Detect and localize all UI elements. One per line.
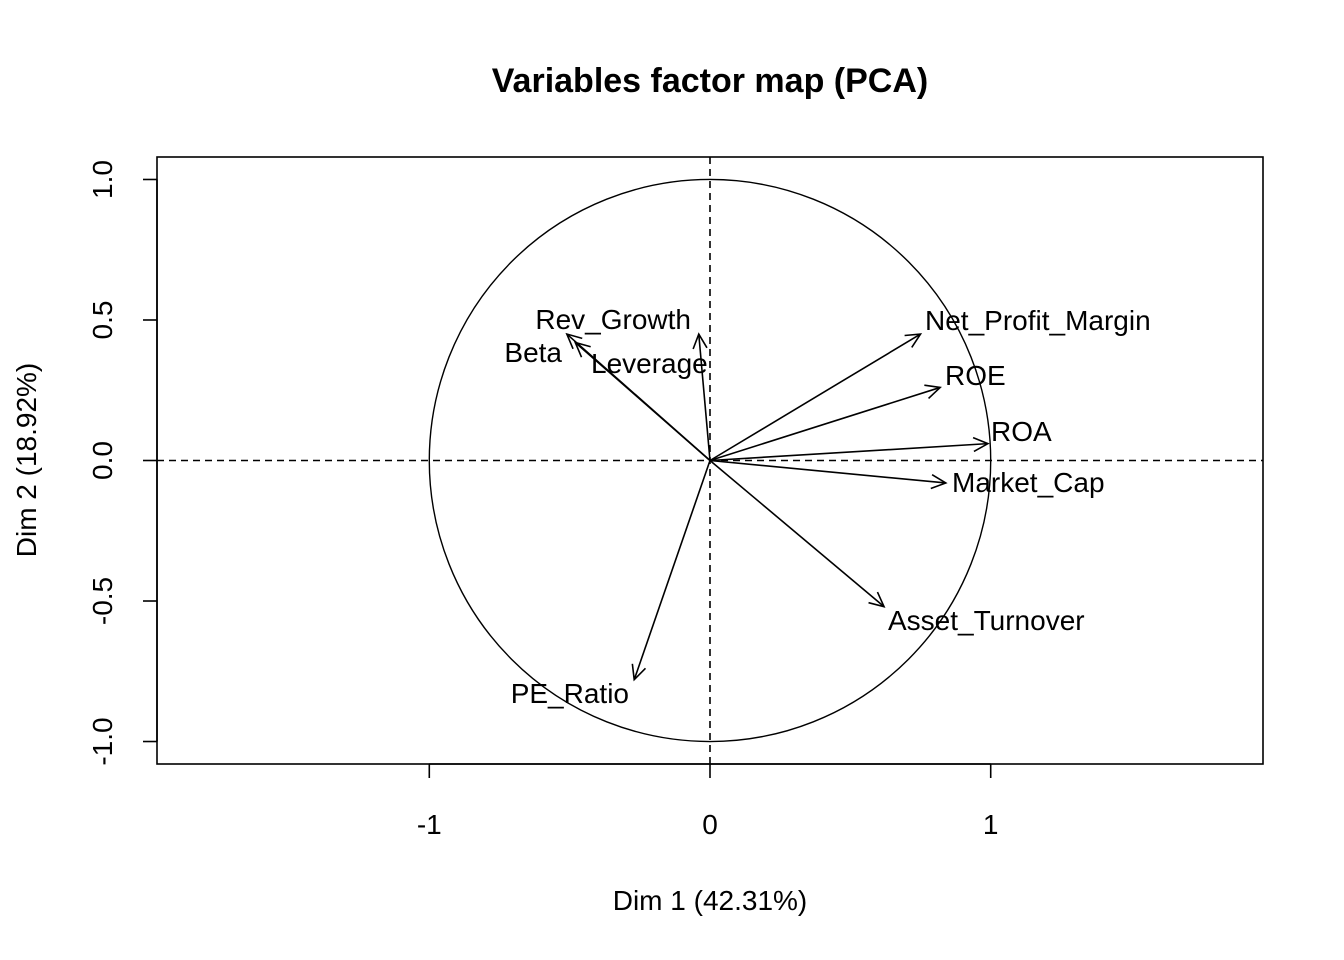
unit-circle <box>428 178 992 743</box>
arrow-shaft <box>709 459 885 608</box>
arrow-market-cap <box>709 459 948 490</box>
arrow-leverage <box>573 341 711 462</box>
arrow-asset-turnover <box>709 459 886 608</box>
y-tick-label: 1.0 <box>87 160 118 199</box>
arrow-shaft <box>709 459 946 484</box>
arrow-head <box>904 333 923 348</box>
arrow-net-profit-margin <box>709 333 923 462</box>
arrow-shaft <box>709 386 941 462</box>
arrow-head <box>631 663 647 682</box>
y-tick-label: -1.0 <box>87 717 118 765</box>
y-axis-title: Dim 2 (18.92%) <box>11 363 42 558</box>
arrow-roa <box>709 436 990 462</box>
label-beta: Beta <box>504 337 562 368</box>
arrow-head <box>565 332 583 350</box>
x-tick-label: 0 <box>702 809 718 840</box>
chart-title: Variables factor map (PCA) <box>492 62 928 100</box>
arrow-shaft <box>574 341 711 462</box>
y-tick-label: 0.0 <box>87 441 118 480</box>
arrow-head <box>924 384 942 399</box>
arrow-head <box>868 591 886 608</box>
label-market-cap: Market_Cap <box>952 467 1105 498</box>
arrow-rev-growth <box>692 332 711 461</box>
y-axis: -1.0 -0.5 0.0 0.5 1.0 <box>87 160 158 766</box>
label-roa: ROA <box>991 416 1052 447</box>
arrow-head <box>573 341 591 358</box>
x-tick-label: -1 <box>417 809 442 840</box>
label-rev-growth: Rev_Growth <box>535 304 691 335</box>
arrow-shaft <box>697 333 711 461</box>
arrow-head <box>692 332 708 350</box>
label-asset-turnover: Asset_Turnover <box>888 605 1085 636</box>
label-pe-ratio: PE_Ratio <box>511 678 629 709</box>
arrow-pe-ratio <box>631 460 711 682</box>
x-axis-title: Dim 1 (42.31%) <box>613 885 808 916</box>
label-leverage: Leverage <box>591 348 708 379</box>
variable-arrows <box>565 332 990 682</box>
arrow-head <box>972 436 990 453</box>
y-tick-label: -0.5 <box>87 577 118 625</box>
arrow-shaft <box>633 460 711 680</box>
arrow-shaft <box>709 333 921 462</box>
label-roe: ROE <box>945 360 1006 391</box>
arrow-shaft <box>709 442 988 462</box>
x-axis: -1 0 1 <box>417 763 999 840</box>
y-tick-label: 0.5 <box>87 301 118 340</box>
x-tick-label: 1 <box>983 809 999 840</box>
arrow-roe <box>709 384 942 462</box>
label-net-profit-margin: Net_Profit_Margin <box>925 305 1151 336</box>
arrow-head <box>930 474 948 490</box>
correlation-circle <box>428 178 992 743</box>
